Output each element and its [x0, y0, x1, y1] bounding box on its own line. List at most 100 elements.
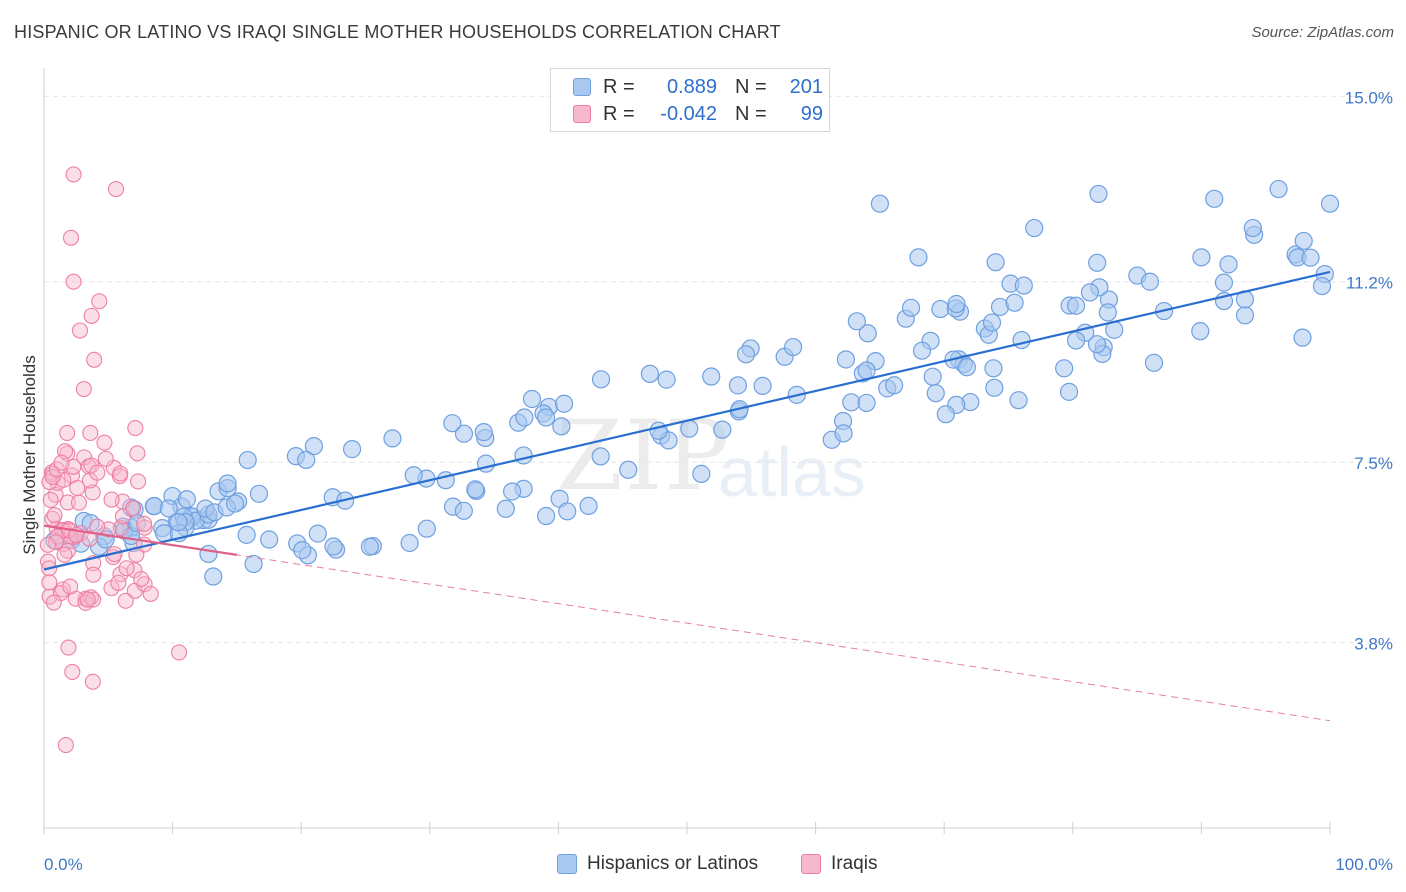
hispanic-point: [238, 450, 257, 470]
hispanic-point: [503, 482, 522, 501]
iraqi-point: [75, 380, 92, 398]
hispanic-point: [466, 480, 485, 499]
iraqi-point: [110, 574, 127, 591]
hispanic-point: [858, 324, 877, 343]
iraqi-point: [142, 585, 159, 602]
iraqi-point: [62, 578, 79, 595]
iraqi-point: [42, 491, 59, 508]
hispanic-point: [1294, 231, 1313, 251]
hispanic-point: [1012, 330, 1031, 350]
hispanic-point: [1205, 189, 1224, 208]
hispanic-point: [454, 501, 473, 520]
iraqi-point: [103, 491, 120, 508]
hispanic-point: [204, 567, 223, 586]
iraqi-point: [97, 450, 114, 467]
iraqi-point: [59, 424, 76, 441]
hispanic-point: [784, 337, 803, 357]
iraqi-point: [105, 459, 122, 476]
hispanic-point: [1005, 293, 1024, 312]
hispanic-point: [1140, 272, 1160, 291]
hispanic-point: [728, 376, 748, 395]
hispanic-point: [1235, 306, 1255, 325]
hispanic-point: [947, 294, 966, 314]
hispanic-point: [177, 490, 196, 509]
hispanic-point: [360, 537, 379, 556]
hispanic-point: [1055, 359, 1074, 378]
hispanic-point: [1144, 353, 1164, 372]
hispanic-point: [1025, 218, 1044, 238]
legend-r-label: R =: [603, 102, 635, 125]
iraqi-point: [79, 591, 96, 608]
hispanic-point: [986, 253, 1005, 272]
hispanic-point: [536, 408, 556, 427]
iraqi-point: [82, 424, 99, 441]
x-tick-label: 100.0%: [1335, 855, 1393, 874]
hispanic-point: [657, 370, 676, 389]
hispanic-point: [926, 384, 945, 403]
hispanic-point: [1192, 248, 1211, 267]
hispanic-point: [1243, 218, 1262, 238]
iraqi-point: [45, 594, 62, 611]
iraqi-point: [86, 351, 103, 368]
hispanic-point: [692, 464, 711, 483]
bottom-legend-iraqi: Iraqis: [801, 852, 877, 876]
hispanic-point: [857, 393, 876, 413]
hispanic-point: [931, 299, 950, 319]
hispanic-point: [522, 389, 542, 409]
iraqi-point: [46, 507, 63, 524]
iraqi-point: [83, 307, 100, 324]
hispanic-point: [1009, 391, 1028, 410]
iraqi-point: [62, 229, 80, 246]
source-label: Source: ZipAtlas.com: [1251, 24, 1394, 41]
legend-n-label: N =: [735, 75, 767, 98]
bottom-legend-hispanic: Hispanics or Latinos: [557, 852, 758, 876]
hispanic-point: [552, 417, 571, 436]
legend-box: R = 0.889 N = 201 R = -0.042 N = 99: [550, 68, 830, 132]
y-tick-label: 11.2%: [1346, 274, 1393, 293]
iraqi-point: [84, 673, 101, 690]
hispanic-point: [753, 376, 772, 396]
hispanic-point: [443, 414, 462, 433]
iraqi-point: [170, 644, 188, 661]
hispanic-point: [912, 341, 932, 360]
hispanic-point: [984, 359, 1003, 378]
hispanic-point: [834, 424, 853, 443]
legend-row-hispanic: R = 0.889 N = 201: [573, 74, 823, 100]
hispanic-point: [199, 544, 218, 564]
hispanic-point: [1066, 331, 1086, 350]
iraqi-point: [65, 166, 82, 183]
hispanic-point: [324, 537, 343, 556]
iraqi-point: [107, 181, 125, 198]
hispanic-point: [842, 393, 861, 412]
iraqi-point: [57, 737, 74, 754]
iraqi-point: [60, 639, 77, 656]
hispanic-point: [1014, 276, 1033, 295]
hispanic-point: [736, 345, 756, 364]
hispanic-point: [218, 474, 237, 493]
iraqi-point: [69, 479, 86, 496]
bottom-legend-label-blue: Hispanics or Latinos: [587, 853, 759, 874]
iraqi-point: [136, 515, 153, 532]
hispanic-point: [260, 530, 279, 549]
iraqi-point: [65, 273, 82, 290]
hispanic-point: [417, 519, 436, 538]
hispanic-point: [1293, 328, 1312, 347]
iraqi-point: [85, 566, 102, 583]
hispanic-point: [901, 298, 921, 317]
hispanic-point: [1089, 184, 1108, 204]
hispanic-point: [923, 367, 942, 386]
iraqi-point: [117, 592, 134, 609]
y-axis-label: Single Mother Households: [20, 355, 39, 555]
hispanic-point: [909, 248, 928, 267]
legend-swatch-blue: [573, 78, 591, 96]
iraqi-point: [127, 420, 144, 437]
hispanic-point: [225, 494, 245, 513]
iraqi-point: [53, 454, 70, 471]
iraqi-point: [59, 494, 76, 511]
legend-r-label: R =: [603, 75, 635, 98]
watermark-atlas: atlas: [718, 433, 866, 511]
iraqi-point: [133, 570, 150, 588]
iraqi-point: [71, 322, 89, 339]
hispanic-point: [1301, 248, 1320, 267]
iraqi-trendline: [43, 524, 238, 556]
